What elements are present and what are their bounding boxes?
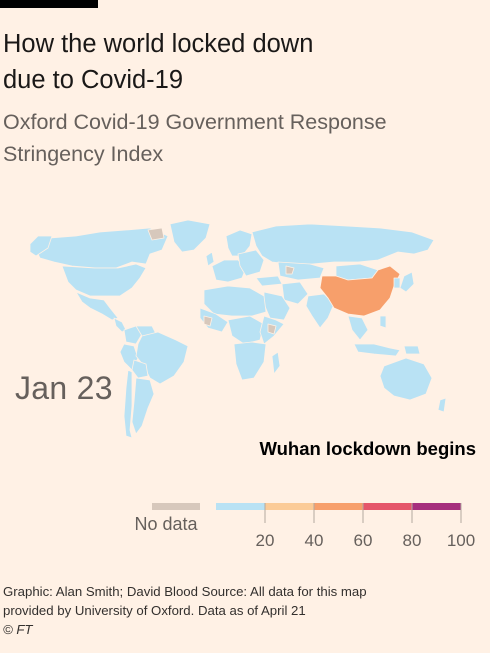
chart-title: How the world locked down due to Covid-1… xyxy=(3,26,473,98)
legend-tick-label-80: 80 xyxy=(403,531,422,550)
country-philippines xyxy=(379,315,387,329)
footer-credit-line-2: provided by University of Oxford. Data a… xyxy=(3,603,306,618)
country-no-data-1 xyxy=(147,227,165,241)
brand-bar xyxy=(0,0,98,8)
country-alaska xyxy=(29,235,53,257)
country-no-data-3 xyxy=(267,323,277,335)
country-colombia xyxy=(123,325,143,345)
map-annotation: Wuhan lockdown begins xyxy=(259,438,476,459)
map-date-label: Jan 23 xyxy=(15,370,113,406)
legend-bin-60-80 xyxy=(363,503,412,510)
country-scandinavia xyxy=(225,229,253,257)
footer: Graphic: Alan Smith; David Blood Source:… xyxy=(3,582,489,639)
chart-subtitle: Oxford Covid-19 Government Response Stri… xyxy=(3,106,483,170)
country-north-africa xyxy=(203,285,267,317)
country-korea xyxy=(393,277,401,289)
country-no-data-2 xyxy=(203,315,213,327)
legend-no-data-swatch xyxy=(152,503,200,510)
country-kazakhstan xyxy=(277,261,325,281)
country-brazil xyxy=(135,331,189,385)
country-iran xyxy=(281,281,309,305)
legend-bin-80-100 xyxy=(412,503,461,510)
subtitle-line-1: Oxford Covid-19 Government Response xyxy=(3,110,387,134)
footer-copyright: © FT xyxy=(3,622,33,637)
title-line-2: due to Covid-19 xyxy=(3,66,184,94)
country-east-europe xyxy=(237,249,265,277)
legend-bins xyxy=(216,503,461,510)
country-bolivia xyxy=(131,359,149,379)
country-se-asia xyxy=(347,315,369,341)
legend-tick-label-20: 20 xyxy=(256,531,275,550)
country-new-zealand xyxy=(437,397,447,413)
legend-bin-0-20 xyxy=(216,503,265,510)
country-southern-africa xyxy=(233,341,267,381)
country-australia xyxy=(379,357,433,401)
country-china xyxy=(319,265,401,317)
country-west-africa xyxy=(199,307,229,333)
country-png xyxy=(403,345,421,355)
legend-bin-20-40 xyxy=(265,503,314,510)
country-turkey xyxy=(255,275,283,287)
subtitle-line-2: Stringency Index xyxy=(3,142,164,166)
country-chile xyxy=(123,369,133,439)
country-canada xyxy=(33,227,169,269)
country-indonesia xyxy=(353,343,401,357)
country-madagascar xyxy=(271,351,281,375)
country-japan xyxy=(399,271,415,293)
legend-ticks: 20 40 60 80 100 xyxy=(256,503,475,550)
legend-bin-40-60 xyxy=(314,503,363,510)
legend-tick-label-100: 100 xyxy=(447,531,475,550)
world-map xyxy=(29,219,447,439)
legend-no-data-label: No data xyxy=(134,514,198,534)
title-line-1: How the world locked down xyxy=(3,30,314,58)
country-argentina xyxy=(131,377,155,435)
color-legend: No data 20 40 60 80 100 xyxy=(134,503,475,550)
legend-tick-label-40: 40 xyxy=(305,531,324,550)
footer-credit-line-1: Graphic: Alan Smith; David Blood Source:… xyxy=(3,584,367,599)
country-usa xyxy=(61,263,147,297)
country-mongolia xyxy=(335,263,379,281)
legend-tick-label-60: 60 xyxy=(354,531,373,550)
country-russia xyxy=(251,223,435,265)
country-greenland xyxy=(169,219,211,253)
country-no-data-4 xyxy=(285,265,295,275)
country-uk xyxy=(205,251,215,267)
country-central-africa xyxy=(227,315,265,345)
